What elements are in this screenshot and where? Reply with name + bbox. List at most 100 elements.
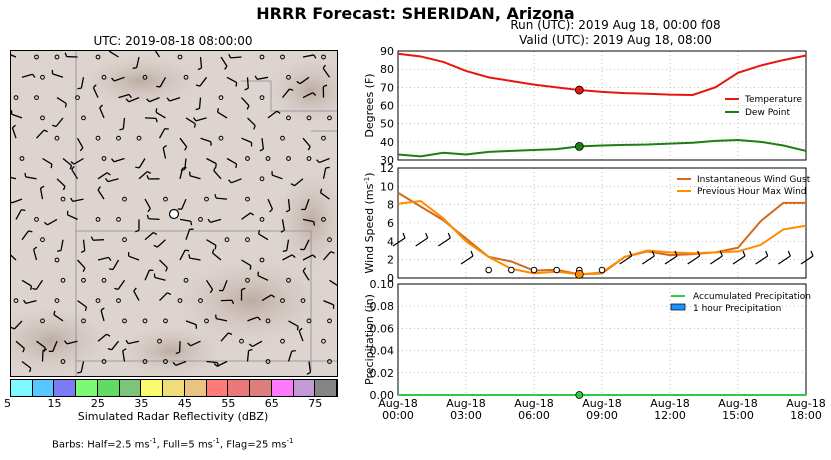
wind-barb-shaft bbox=[97, 333, 107, 342]
wind-barb-shaft bbox=[687, 255, 700, 265]
wind-barb-flag bbox=[22, 348, 25, 353]
wind-barb-shaft bbox=[206, 239, 217, 246]
calm-wind-marker bbox=[101, 277, 107, 283]
wind-barb-shaft bbox=[15, 209, 22, 220]
wind-barb-flag bbox=[128, 94, 132, 99]
wind-barb-shaft bbox=[800, 255, 814, 265]
calm-wind-marker bbox=[163, 359, 168, 364]
wind-barb-shaft bbox=[304, 198, 310, 210]
calm-wind-marker bbox=[116, 298, 121, 304]
wind-barb-shaft bbox=[322, 167, 327, 179]
wind-barb-shaft bbox=[281, 219, 285, 231]
wind-barb-flag bbox=[165, 267, 168, 272]
calm-wind-marker bbox=[259, 95, 265, 100]
wind-barb-flag bbox=[290, 183, 295, 187]
x-tick-label-time: 06:00 bbox=[518, 409, 550, 422]
map-title: UTC: 2019-08-18 08:00:00 bbox=[93, 34, 253, 48]
legend-label: Dew Point bbox=[745, 108, 791, 118]
wind-barb-shaft bbox=[97, 256, 109, 261]
wind-barb-flag bbox=[296, 80, 301, 85]
wind-barb-flag bbox=[425, 232, 429, 239]
calm-wind-marker bbox=[101, 359, 107, 364]
wind-barb-flag bbox=[228, 179, 232, 184]
x-tick-label-time: 15:00 bbox=[722, 409, 754, 422]
current-dewpoint-marker bbox=[574, 141, 584, 151]
wind-barb-flag bbox=[133, 287, 137, 292]
colorbar-swatch bbox=[11, 380, 33, 396]
wind-barb-flag bbox=[82, 267, 86, 272]
calm-wind-marker bbox=[286, 156, 291, 161]
wind-barb-shaft bbox=[323, 251, 332, 261]
wind-barb-shaft bbox=[55, 117, 64, 127]
wind-barb-shaft bbox=[267, 198, 274, 210]
y-tick-label: 0.10 bbox=[370, 278, 395, 291]
page-title: HRRR Forecast: SHERIDAN, Arizona bbox=[256, 4, 575, 23]
wind-barb-flag bbox=[24, 172, 27, 177]
wind-barb-shaft bbox=[52, 73, 64, 78]
wind-barb-flag bbox=[190, 221, 193, 226]
y-tick-label: 12 bbox=[380, 162, 394, 175]
wind-barb-flag bbox=[258, 229, 261, 235]
barb-note-sup3: -1 bbox=[286, 437, 294, 445]
wind-barb-shaft bbox=[199, 76, 208, 87]
calm-wind-marker bbox=[306, 115, 312, 121]
wind-barb-shaft bbox=[128, 255, 140, 261]
calm-wind-marker bbox=[163, 196, 168, 202]
calm-wind-marker bbox=[122, 196, 127, 202]
wind-barb-flag bbox=[125, 98, 130, 103]
calm-wind-marker bbox=[327, 318, 332, 324]
wind-barb-shaft bbox=[241, 259, 252, 267]
wind-barb-shaft bbox=[67, 214, 78, 220]
calm-wind-marker bbox=[321, 217, 326, 222]
colorbar-swatch bbox=[315, 380, 338, 396]
wind-barb-shaft bbox=[271, 174, 283, 180]
wind-barb-flag bbox=[43, 129, 48, 133]
wind-barb-shaft bbox=[107, 178, 119, 183]
wind-barb-flag bbox=[182, 166, 187, 169]
wind-barb-flag bbox=[269, 208, 273, 213]
wind-barb-flag bbox=[32, 73, 36, 78]
wind-barb-shaft bbox=[148, 218, 160, 221]
chart-panel-3: 0.00 0.02 0.04 0.06 0.08 0.10 Precipitation (i… bbox=[363, 278, 826, 422]
wind-barb-flag bbox=[23, 299, 27, 304]
calm-wind-marker bbox=[142, 359, 148, 364]
wind-barb-flag bbox=[742, 250, 746, 257]
calm-wind-marker bbox=[40, 318, 45, 324]
wind-barb-flag bbox=[84, 306, 88, 312]
colorbar-swatch bbox=[32, 380, 55, 396]
colorbar-tick-label: 15 bbox=[47, 397, 62, 410]
calm-wind-marker bbox=[321, 135, 326, 141]
calm-wind-marker bbox=[40, 237, 45, 243]
wind-barb-shaft bbox=[181, 198, 187, 210]
legend-label: Accumulated Precipitation bbox=[693, 292, 811, 302]
wind-barb-shaft bbox=[97, 189, 105, 200]
wind-barb-flag bbox=[70, 197, 74, 202]
wind-barb-flag bbox=[651, 250, 655, 257]
calm-wind-marker bbox=[245, 277, 250, 283]
wind-barb-shaft bbox=[99, 107, 105, 119]
wind-barb-shaft bbox=[144, 269, 150, 281]
map-panel bbox=[10, 50, 338, 377]
wind-barb-flag bbox=[11, 201, 13, 204]
wind-barb-flag bbox=[211, 248, 215, 254]
calm-wind-marker bbox=[136, 135, 142, 141]
wind-barb-shaft bbox=[76, 137, 84, 149]
wind-barb-flag bbox=[697, 250, 701, 257]
calm-wind-marker bbox=[218, 135, 224, 141]
wind-barb-flag bbox=[306, 371, 311, 375]
colorbar-swatch bbox=[250, 380, 272, 396]
wind-barb-flag bbox=[172, 361, 177, 366]
y-axis-label-sup: -1 bbox=[363, 177, 371, 184]
wind-barb-flag bbox=[164, 127, 169, 130]
wind-barb-shaft bbox=[52, 340, 58, 352]
wind-barb-shaft bbox=[136, 56, 140, 68]
wind-barb-shaft bbox=[246, 77, 249, 89]
wind-barb-shaft bbox=[778, 255, 791, 265]
wind-barb-shaft bbox=[159, 76, 167, 88]
wind-barb-shaft bbox=[25, 299, 37, 305]
county-borders bbox=[75, 51, 337, 376]
wind-barb-flag bbox=[316, 159, 320, 164]
wind-barb-shaft bbox=[322, 67, 331, 78]
wind-barb-flag bbox=[719, 250, 723, 257]
wind-barb-flag bbox=[155, 108, 158, 113]
